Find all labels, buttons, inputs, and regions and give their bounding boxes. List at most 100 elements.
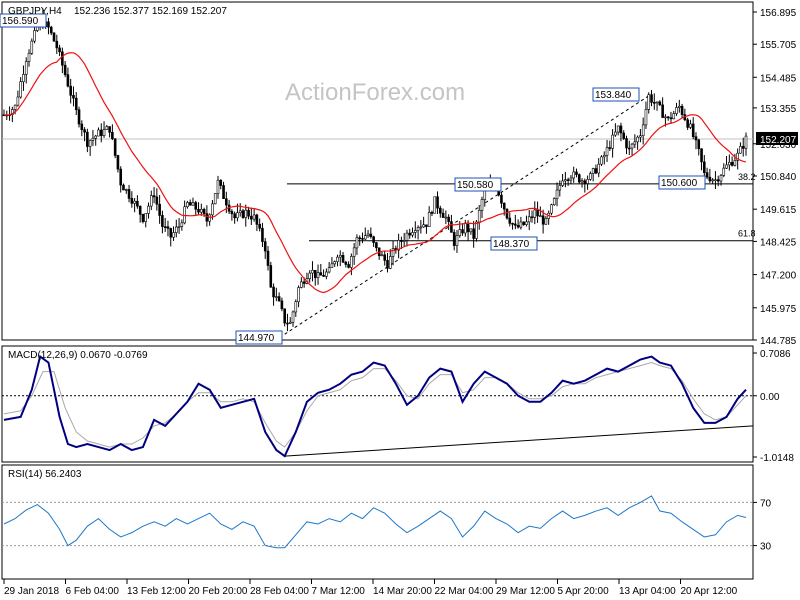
candle-body: [714, 179, 717, 181]
candle-body: [266, 250, 270, 266]
candle-body: [703, 161, 706, 173]
candle-body: [86, 131, 89, 147]
candle-body: [477, 210, 481, 223]
candle-body: [188, 202, 192, 206]
candle-body: [177, 226, 181, 228]
candle-body: [80, 123, 84, 130]
candle-body: [500, 194, 503, 204]
candle-body: [24, 61, 28, 75]
candle-body: [252, 214, 256, 220]
candle-body: [261, 227, 264, 242]
candle-body: [116, 155, 120, 170]
candle-body: [288, 321, 292, 324]
candle-body: [505, 208, 509, 219]
candle-body: [511, 223, 514, 225]
candle-body: [719, 175, 723, 182]
candle-body: [644, 109, 648, 126]
candle-body: [83, 129, 86, 133]
candle-body: [672, 113, 676, 120]
candle-body: [452, 232, 456, 246]
candle-body: [566, 179, 570, 181]
macd-trend-line: [284, 425, 754, 457]
swing-label-2-box: [490, 236, 538, 251]
candle-body: [327, 267, 331, 273]
candle-body: [686, 119, 689, 128]
candle-body: [22, 74, 25, 83]
candle-body: [472, 228, 475, 239]
candle-body: [533, 209, 537, 218]
candle-body: [258, 224, 261, 229]
candle-body: [336, 256, 339, 262]
candle-body: [66, 74, 70, 87]
candle-body: [113, 138, 117, 156]
candle-body: [413, 230, 417, 233]
price-tick-label: 150.840: [760, 172, 797, 183]
candle-body: [419, 226, 423, 229]
candle-body: [69, 85, 72, 96]
candle-body: [586, 179, 589, 184]
candle-body: [58, 47, 61, 53]
time-tick-label: 14 Mar 20:00: [373, 586, 432, 597]
low-label: 144.970: [238, 333, 275, 344]
candle-body: [597, 163, 601, 174]
candle-body: [88, 140, 92, 147]
candle-body: [475, 221, 478, 239]
candle-body: [427, 212, 431, 227]
candle-body: [425, 224, 428, 227]
candle-body: [13, 104, 17, 110]
candle-body: [147, 205, 150, 214]
macd-line: [3, 354, 747, 458]
candle-body: [311, 269, 314, 274]
candle-body: [439, 207, 442, 214]
candle-body: [366, 233, 370, 236]
candle-body: [680, 105, 684, 115]
candle-body: [400, 239, 403, 242]
price-panel: ActionForex.com 38.261.8 156.590144.9701…: [0, 1, 798, 347]
candle-body: [669, 117, 673, 120]
candle-body: [678, 105, 681, 108]
candle-body: [291, 311, 295, 323]
candle-body: [158, 203, 161, 216]
candle-body: [47, 21, 50, 28]
candle-body: [605, 147, 609, 156]
price-panel-frame: [1, 1, 754, 341]
candle-body: [361, 238, 364, 240]
price-tick-label: 156.895: [760, 8, 797, 19]
candle-body: [191, 202, 195, 206]
candle-body: [700, 148, 703, 163]
rsi-panel-frame: [1, 464, 754, 580]
price-tick-label: 144.785: [760, 336, 797, 347]
candle-body: [625, 138, 628, 149]
candle-body: [622, 132, 626, 139]
candle-body: [405, 232, 409, 241]
candle-body: [619, 125, 623, 134]
price-tick-label: 155.705: [760, 40, 797, 51]
candle-body: [186, 202, 189, 208]
candle-body: [444, 216, 448, 219]
candle-body: [519, 221, 523, 228]
candle-body: [233, 213, 236, 219]
candle-body: [225, 198, 228, 206]
candle-body: [202, 209, 206, 214]
chart-title: GBPJPY,H4: [8, 6, 62, 17]
price-tick-label: 148.425: [760, 237, 797, 248]
candle-body: [388, 256, 392, 269]
candle-body: [658, 101, 662, 106]
candle-body: [363, 235, 367, 240]
candle-body: [250, 215, 253, 220]
candle-body: [627, 147, 631, 150]
candle-body: [111, 131, 114, 140]
candle-body: [55, 40, 59, 49]
candle-body: [275, 296, 278, 298]
candle-body: [569, 177, 573, 181]
candle-body: [330, 263, 334, 268]
swing-label-1: 150.580: [457, 180, 494, 191]
time-tick-label: 5 Apr 20:00: [558, 586, 610, 597]
candle-body: [358, 237, 362, 240]
candle-body: [294, 301, 298, 313]
price-tick-label: 153.355: [760, 104, 797, 115]
candle-body: [302, 281, 306, 284]
candle-body: [347, 264, 350, 268]
candle-body: [36, 26, 39, 31]
candle-body: [27, 52, 31, 62]
